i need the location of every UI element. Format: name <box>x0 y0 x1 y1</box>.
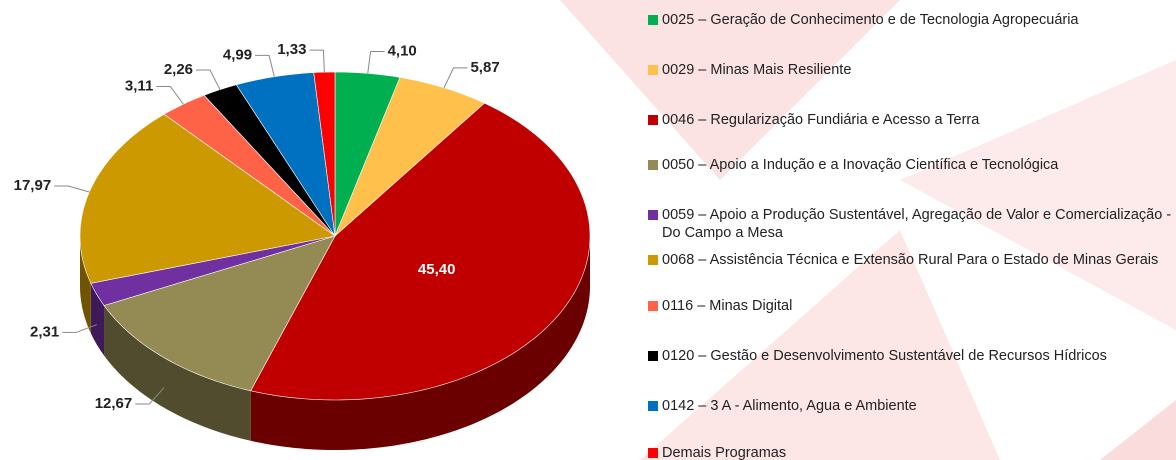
slice <box>334 77 486 237</box>
data-label: 2,31 <box>30 323 59 340</box>
data-label: 4,10 <box>388 43 417 60</box>
leader-line <box>443 67 468 88</box>
data-label: 5,87 <box>470 59 499 76</box>
data-label: 4,99 <box>223 46 252 63</box>
legend-swatch <box>648 160 658 170</box>
legend-item: 0120 – Gestão e Desenvolvimento Sustentá… <box>648 347 1172 365</box>
legend-item: 0050 – Apoio a Indução e a Inovação Cien… <box>648 156 1172 174</box>
slice <box>103 235 336 392</box>
legend-label: 0046 – Regularização Fundiária e Acesso … <box>662 112 980 128</box>
slice-side <box>90 283 105 356</box>
legend-swatch <box>648 115 658 125</box>
legend-swatch <box>648 351 658 361</box>
slice <box>79 113 336 284</box>
legend-item: 0059 – Apoio a Produção Sustentável, Agr… <box>648 206 1172 242</box>
data-label: 12,67 <box>95 395 133 412</box>
legend-swatch <box>648 15 658 25</box>
legend-item: 0046 – Regularização Fundiária e Acesso … <box>648 111 1172 129</box>
leader-line <box>156 85 184 105</box>
leader-line <box>367 51 385 74</box>
legend-label: Demais Programas <box>662 445 787 460</box>
legend-item: 0068 – Assistência Técnica e Extensão Ru… <box>648 251 1172 269</box>
legend-label: 0142 – 3 A - Alimento, Agua e Ambiente <box>662 398 917 414</box>
legend-label: 0120 – Gestão e Desenvolvimento Sustentá… <box>662 348 1107 364</box>
legend-item: 0142 – 3 A - Alimento, Agua e Ambiente <box>648 397 1172 415</box>
slice <box>90 235 336 306</box>
legend-label: 0050 – Apoio a Indução e a Inovação Cien… <box>662 157 1059 173</box>
leader-line <box>54 185 90 193</box>
slice <box>313 71 336 237</box>
background-shape <box>900 60 1176 330</box>
leader-line <box>255 54 275 77</box>
data-label: 45,40 <box>418 261 456 278</box>
legend-swatch <box>648 210 658 220</box>
data-label: 2,26 <box>164 61 193 78</box>
data-label: 3,11 <box>125 77 153 94</box>
legend-label: 0025 – Geração de Conhecimento e de Tecn… <box>662 12 1079 28</box>
leader-line <box>196 69 221 90</box>
legend-item: Demais Programas <box>648 444 1172 460</box>
data-label: 17,97 <box>14 177 52 194</box>
legend-label: 0059 – Apoio a Produção Sustentável, Agr… <box>662 207 1172 241</box>
data-label: 1,33 <box>277 41 306 58</box>
slice-side <box>250 236 590 450</box>
legend-item: 0025 – Geração de Conhecimento e de Tecn… <box>648 11 1172 29</box>
legend-item: 0029 – Minas Mais Resiliente <box>648 61 1172 79</box>
legend-swatch <box>648 401 658 411</box>
slice <box>334 71 401 237</box>
leader-line <box>135 387 165 405</box>
background-shape <box>640 230 1000 460</box>
leader-line <box>62 324 97 333</box>
legend-swatch <box>648 65 658 75</box>
background-shape <box>1100 400 1176 460</box>
legend-swatch <box>648 301 658 311</box>
legend-label: 0116 – Minas Digital <box>662 298 793 314</box>
slice-side <box>104 305 251 441</box>
legend-item: 0116 – Minas Digital <box>648 297 1172 315</box>
leader-line <box>309 49 325 73</box>
background-shape <box>560 0 900 180</box>
legend-swatch <box>648 448 658 458</box>
legend-label: 0029 – Minas Mais Resiliente <box>662 62 852 78</box>
legend-label: 0068 – Assistência Técnica e Extensão Ru… <box>662 252 1159 268</box>
legend-swatch <box>648 255 658 265</box>
slice <box>235 72 336 237</box>
slice <box>250 102 591 401</box>
